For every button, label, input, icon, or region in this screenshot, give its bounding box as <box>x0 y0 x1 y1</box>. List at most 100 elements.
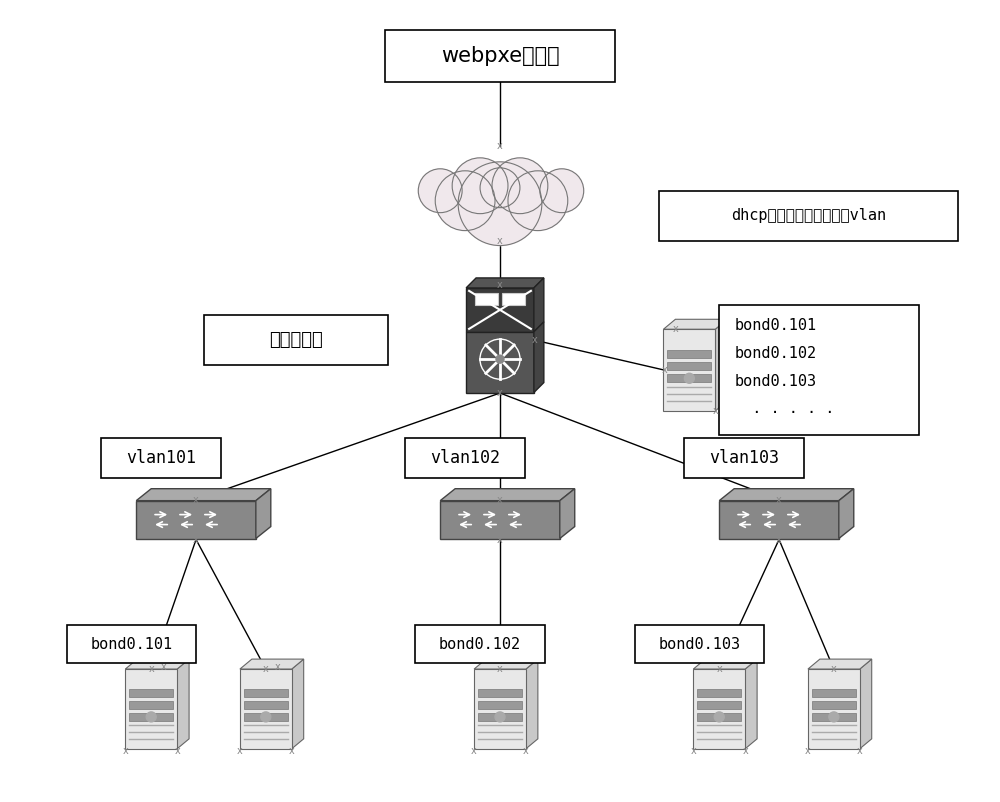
Text: bond0.102: bond0.102 <box>439 637 521 652</box>
Bar <box>684 438 804 478</box>
Polygon shape <box>534 322 544 392</box>
Polygon shape <box>534 278 544 332</box>
Text: 核心交换机: 核心交换机 <box>269 331 323 349</box>
Text: x: x <box>237 746 243 755</box>
Text: x: x <box>662 365 667 375</box>
Bar <box>440 500 560 538</box>
Text: dhcp服务器绑定机房所有vlan: dhcp服务器绑定机房所有vlan <box>731 209 886 223</box>
Polygon shape <box>745 659 757 749</box>
Polygon shape <box>136 488 271 500</box>
Bar <box>667 375 711 383</box>
Text: x: x <box>497 236 503 245</box>
Circle shape <box>496 355 504 363</box>
Text: x: x <box>742 746 748 755</box>
Circle shape <box>714 712 724 722</box>
Text: bond0.103: bond0.103 <box>734 374 816 389</box>
Bar <box>136 500 256 538</box>
Text: bond0.102: bond0.102 <box>734 346 816 361</box>
Polygon shape <box>526 659 538 749</box>
Bar <box>812 701 856 709</box>
Circle shape <box>435 171 495 231</box>
Text: x: x <box>716 664 722 674</box>
Bar <box>475 293 498 305</box>
Bar <box>697 701 741 709</box>
Bar <box>244 701 288 709</box>
Bar <box>667 363 711 371</box>
Text: x: x <box>831 664 837 674</box>
Text: x: x <box>673 324 678 334</box>
Bar <box>405 438 525 478</box>
Bar <box>693 669 745 749</box>
Bar <box>240 669 292 749</box>
Text: x: x <box>148 664 154 674</box>
Text: x: x <box>831 512 837 523</box>
Text: bond0.101: bond0.101 <box>734 318 816 333</box>
Text: x: x <box>193 495 199 504</box>
Bar <box>478 701 522 709</box>
Text: x: x <box>497 388 503 398</box>
Circle shape <box>480 168 520 208</box>
Bar <box>474 669 526 749</box>
Bar <box>667 350 711 358</box>
Bar <box>719 500 839 538</box>
Circle shape <box>261 712 271 722</box>
Text: x: x <box>263 664 269 674</box>
Text: webpxe控制台: webpxe控制台 <box>441 47 559 67</box>
Text: x: x <box>160 662 166 672</box>
Circle shape <box>418 168 462 213</box>
Bar <box>502 293 525 305</box>
Text: x: x <box>532 335 538 345</box>
Polygon shape <box>693 659 757 669</box>
Text: x: x <box>248 512 254 523</box>
Bar <box>719 306 919 435</box>
Polygon shape <box>292 659 304 749</box>
Text: vlan103: vlan103 <box>709 449 779 467</box>
Text: x: x <box>552 512 558 523</box>
Bar <box>129 689 173 697</box>
Bar <box>697 713 741 721</box>
Polygon shape <box>474 659 538 669</box>
Bar <box>244 713 288 721</box>
Text: x: x <box>497 281 503 290</box>
Polygon shape <box>860 659 872 749</box>
Bar <box>812 713 856 721</box>
Text: bond0.103: bond0.103 <box>658 637 740 652</box>
Circle shape <box>458 162 542 245</box>
Text: vlan101: vlan101 <box>126 449 196 467</box>
Bar <box>466 288 534 332</box>
Text: x: x <box>523 746 529 755</box>
Bar <box>101 438 221 478</box>
Bar <box>697 689 741 697</box>
Polygon shape <box>663 319 727 330</box>
Polygon shape <box>256 488 271 538</box>
Polygon shape <box>719 488 854 500</box>
Bar <box>812 689 856 697</box>
Bar <box>659 191 958 241</box>
Circle shape <box>495 712 505 722</box>
Text: x: x <box>193 534 199 545</box>
Bar <box>415 626 545 663</box>
Text: x: x <box>776 534 782 545</box>
Polygon shape <box>560 488 575 538</box>
Text: x: x <box>805 746 811 755</box>
Polygon shape <box>808 659 872 669</box>
Bar <box>466 332 534 392</box>
Bar <box>244 689 288 697</box>
Text: x: x <box>138 512 144 523</box>
Text: x: x <box>712 406 718 416</box>
Bar <box>125 669 177 749</box>
Text: x: x <box>721 512 727 523</box>
Circle shape <box>684 373 694 383</box>
Circle shape <box>829 712 839 722</box>
Polygon shape <box>240 659 304 669</box>
Polygon shape <box>466 278 544 288</box>
Polygon shape <box>125 659 189 669</box>
Bar <box>478 689 522 697</box>
Text: bond0.101: bond0.101 <box>90 637 172 652</box>
Text: . . . . .: . . . . . <box>734 402 835 416</box>
Text: x: x <box>442 512 448 523</box>
Text: x: x <box>497 495 503 504</box>
Circle shape <box>508 171 568 231</box>
Bar <box>204 315 388 365</box>
Bar <box>129 713 173 721</box>
